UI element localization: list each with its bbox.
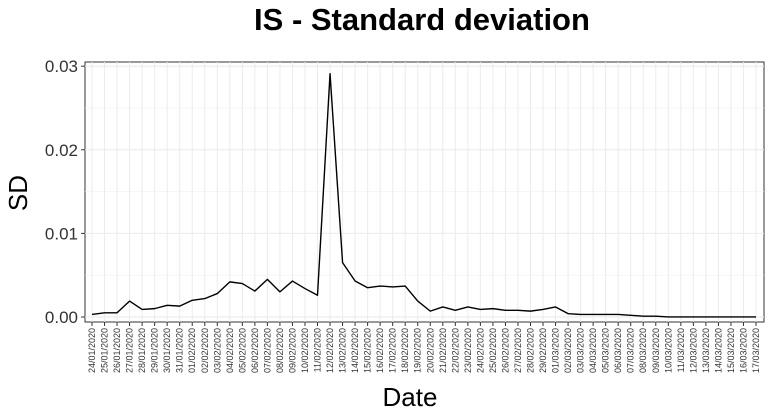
x-axis-title: Date — [383, 382, 438, 412]
x-tick-label: 18/02/2020 — [400, 328, 410, 373]
x-tick-label: 25/01/2020 — [100, 328, 110, 373]
x-tick-label: 20/02/2020 — [425, 328, 435, 373]
x-tick-label: 17/03/2020 — [751, 328, 761, 373]
x-tick-label: 04/02/2020 — [225, 328, 235, 373]
x-tick-label: 27/01/2020 — [125, 328, 135, 373]
x-tick-label: 29/01/2020 — [150, 328, 160, 373]
x-tick-label: 10/02/2020 — [300, 328, 310, 373]
plot-panel — [84, 61, 765, 323]
x-tick-label: 16/02/2020 — [375, 328, 385, 373]
x-tick-label: 29/02/2020 — [538, 328, 548, 373]
x-tick-labels: 24/01/2020 25/01/2020 26/01/2020 27/01/2020… — [87, 328, 761, 373]
x-tick-label: 11/03/2020 — [676, 328, 686, 372]
major-gridlines — [85, 62, 764, 322]
y-tick-label: 0.00 — [45, 308, 78, 327]
x-tick-label: 28/02/2020 — [525, 328, 535, 373]
x-tick-label: 08/02/2020 — [275, 328, 285, 373]
chart-title: IS - Standard deviation — [254, 2, 590, 37]
x-tick-label: 14/02/2020 — [350, 328, 360, 373]
x-tick-label: 12/02/2020 — [325, 328, 335, 373]
x-tick-label: 05/02/2020 — [237, 328, 247, 373]
x-tick-label: 05/03/2020 — [601, 328, 611, 373]
x-tick-label: 02/02/2020 — [200, 328, 210, 373]
x-tick-label: 13/02/2020 — [338, 328, 348, 373]
x-tick-label: 14/03/2020 — [713, 328, 723, 373]
x-tick-label: 01/03/2020 — [551, 328, 561, 373]
x-tick-label: 10/03/2020 — [663, 328, 673, 373]
x-tick-label: 24/02/2020 — [475, 328, 485, 373]
x-tick-label: 23/02/2020 — [463, 328, 473, 373]
x-tick-label: 07/02/2020 — [262, 328, 272, 373]
x-tick-label: 01/02/2020 — [187, 328, 197, 373]
x-tick-label: 17/02/2020 — [388, 328, 398, 373]
x-tick-label: 15/03/2020 — [726, 328, 736, 373]
y-tick-label: 0.01 — [45, 224, 78, 243]
x-tick-label: 19/02/2020 — [413, 328, 423, 373]
x-tick-label: 30/01/2020 — [162, 328, 172, 373]
y-tick-labels: 0.00 0.01 0.02 0.03 — [45, 57, 78, 327]
x-tick-label: 15/02/2020 — [363, 328, 373, 373]
x-tick-label: 26/01/2020 — [112, 328, 122, 373]
x-tick-label: 31/01/2020 — [175, 328, 185, 373]
y-tick-label: 0.03 — [45, 57, 78, 76]
x-tick-label: 04/03/2020 — [588, 328, 598, 373]
x-tick-label: 24/01/2020 — [87, 328, 97, 373]
minor-gridlines — [85, 107, 764, 276]
x-tick-label: 03/03/2020 — [576, 328, 586, 373]
series-layer — [91, 72, 756, 318]
x-tick-label: 25/02/2020 — [488, 328, 498, 373]
x-tick-label: 12/03/2020 — [688, 328, 698, 373]
axis-ticks — [81, 65, 757, 326]
x-tick-label: 06/03/2020 — [613, 328, 623, 373]
x-tick-label: 08/03/2020 — [638, 328, 648, 373]
x-tick-label: 11/02/2020 — [313, 328, 323, 372]
y-axis-title: SD — [3, 175, 33, 211]
x-tick-label: 09/03/2020 — [651, 328, 661, 373]
x-tick-label: 13/03/2020 — [701, 328, 711, 373]
x-tick-label: 22/02/2020 — [450, 328, 460, 373]
series-line — [91, 72, 756, 318]
x-tick-label: 21/02/2020 — [438, 328, 448, 373]
x-tick-label: 27/02/2020 — [513, 328, 523, 373]
y-tick-label: 0.02 — [45, 141, 78, 160]
x-tick-label: 28/01/2020 — [137, 328, 147, 373]
x-tick-label: 03/02/2020 — [212, 328, 222, 373]
x-tick-label: 16/03/2020 — [738, 328, 748, 373]
x-tick-label: 02/03/2020 — [563, 328, 573, 373]
x-tick-label: 06/02/2020 — [250, 328, 260, 373]
x-tick-label: 09/02/2020 — [287, 328, 297, 373]
x-tick-label: 26/02/2020 — [500, 328, 510, 373]
x-tick-label: 07/03/2020 — [626, 328, 636, 373]
